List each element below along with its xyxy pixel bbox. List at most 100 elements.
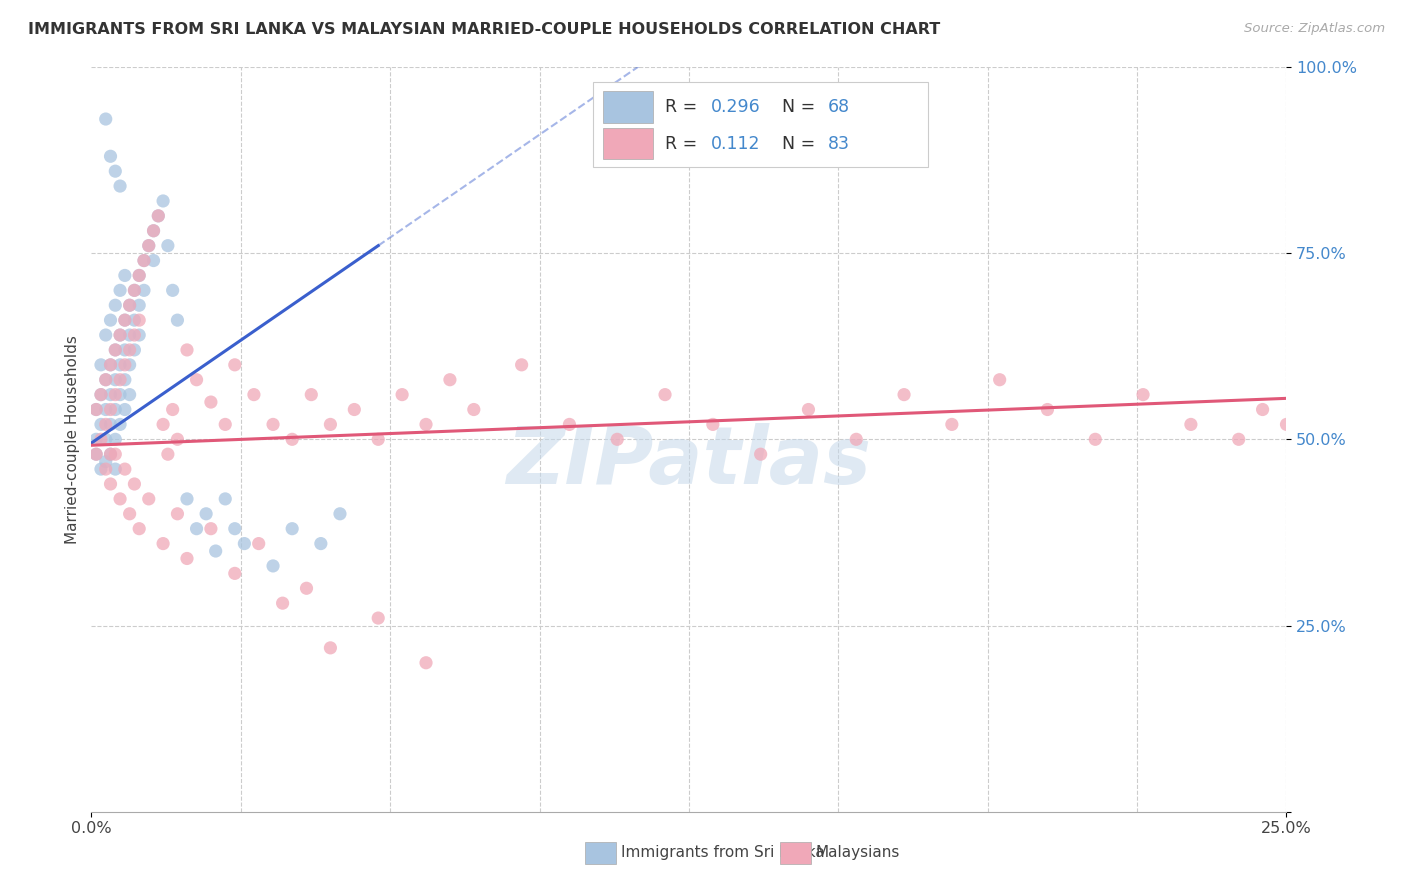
Point	[114, 313, 136, 327]
Point	[156, 447, 179, 461]
Point	[391, 387, 413, 401]
Point	[654, 387, 676, 401]
Point	[124, 477, 146, 491]
Point	[108, 284, 131, 298]
Point	[114, 313, 136, 327]
Point	[128, 268, 150, 283]
Point	[108, 417, 131, 432]
Point	[142, 224, 165, 238]
Point	[94, 328, 117, 343]
Point	[224, 358, 246, 372]
Point	[104, 298, 127, 312]
Point	[200, 395, 222, 409]
Point	[104, 402, 127, 417]
Point	[94, 402, 117, 417]
Point	[90, 433, 112, 447]
Point	[114, 343, 136, 357]
Point	[90, 387, 112, 401]
Point	[309, 536, 332, 550]
Point	[128, 328, 150, 343]
Text: ZIPatlas: ZIPatlas	[506, 423, 872, 500]
Point	[104, 447, 127, 461]
Point	[118, 387, 141, 401]
Point	[124, 284, 146, 298]
Point	[152, 536, 174, 550]
Point	[142, 224, 165, 238]
Point	[262, 558, 284, 573]
Point	[94, 373, 117, 387]
Point	[84, 447, 107, 461]
Point	[94, 462, 117, 476]
Point	[224, 522, 246, 536]
Text: R =: R =	[665, 135, 709, 153]
FancyBboxPatch shape	[603, 128, 652, 160]
Point	[124, 328, 146, 343]
Text: IMMIGRANTS FROM SRI LANKA VS MALAYSIAN MARRIED-COUPLE HOUSEHOLDS CORRELATION CHA: IMMIGRANTS FROM SRI LANKA VS MALAYSIAN M…	[28, 22, 941, 37]
Point	[124, 313, 146, 327]
Point	[204, 544, 226, 558]
Text: 83: 83	[828, 135, 849, 153]
Point	[118, 343, 141, 357]
Point	[118, 507, 141, 521]
Point	[114, 268, 136, 283]
Point	[148, 209, 170, 223]
Point	[1227, 433, 1250, 447]
Point	[128, 298, 150, 312]
Point	[108, 387, 131, 401]
Point	[463, 402, 485, 417]
Point	[84, 447, 107, 461]
Point	[319, 417, 342, 432]
Point	[114, 373, 136, 387]
Point	[166, 433, 188, 447]
Text: 68: 68	[828, 98, 849, 116]
Point	[128, 313, 150, 327]
Point	[415, 656, 437, 670]
Point	[128, 268, 150, 283]
Point	[118, 298, 141, 312]
Point	[100, 417, 122, 432]
Point	[224, 566, 246, 581]
Point	[100, 358, 122, 372]
Point	[90, 417, 112, 432]
Point	[152, 194, 174, 208]
Text: Malaysians: Malaysians	[815, 846, 900, 860]
Point	[90, 387, 112, 401]
Point	[104, 373, 127, 387]
Point	[132, 253, 155, 268]
Point	[100, 313, 122, 327]
Point	[90, 358, 112, 372]
Point	[295, 582, 318, 596]
Point	[104, 343, 127, 357]
Point	[166, 313, 188, 327]
Point	[138, 491, 160, 506]
Point	[108, 491, 131, 506]
Point	[108, 358, 131, 372]
Point	[200, 522, 222, 536]
Text: Immigrants from Sri Lanka: Immigrants from Sri Lanka	[621, 846, 824, 860]
Point	[415, 417, 437, 432]
Point	[132, 253, 155, 268]
Point	[104, 387, 127, 401]
Point	[90, 462, 112, 476]
Point	[510, 358, 533, 372]
Point	[243, 387, 266, 401]
Point	[439, 373, 461, 387]
Point	[749, 447, 772, 461]
Point	[148, 209, 170, 223]
Point	[233, 536, 256, 550]
Point	[138, 238, 160, 252]
Point	[247, 536, 270, 550]
Text: N =: N =	[782, 135, 821, 153]
Point	[84, 402, 107, 417]
Text: N =: N =	[782, 98, 821, 116]
Point	[94, 112, 117, 126]
Point	[1036, 402, 1059, 417]
Point	[186, 522, 208, 536]
Point	[988, 373, 1011, 387]
FancyBboxPatch shape	[780, 841, 811, 863]
Point	[367, 433, 389, 447]
Point	[1132, 387, 1154, 401]
FancyBboxPatch shape	[603, 92, 652, 123]
Point	[941, 417, 963, 432]
Point	[329, 507, 352, 521]
